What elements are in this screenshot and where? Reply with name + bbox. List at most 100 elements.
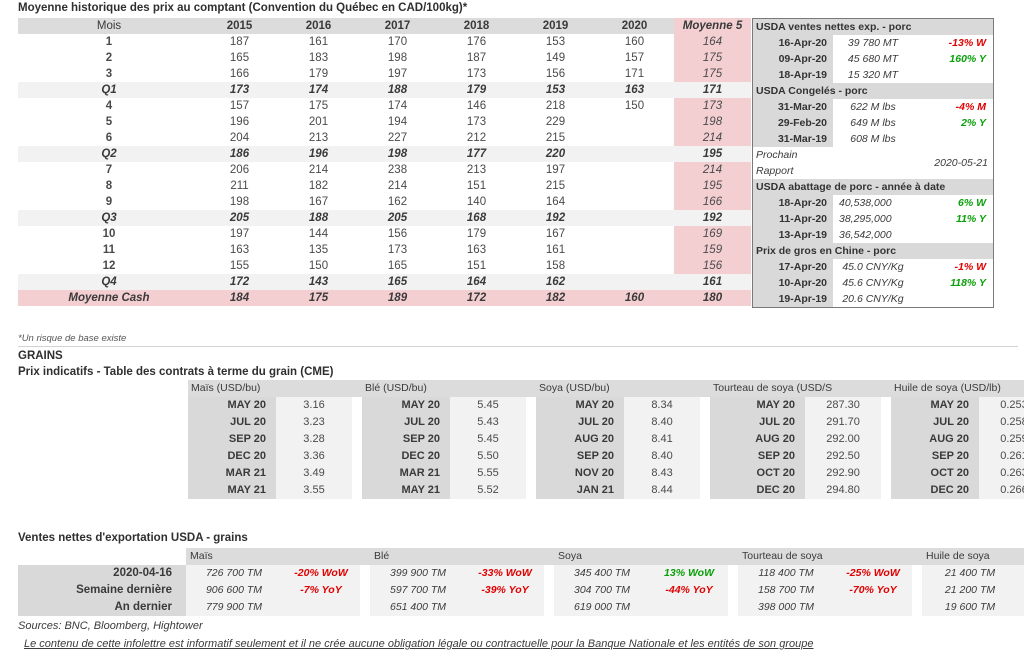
price-cell: 149 (545, 52, 566, 64)
price-cell: 168 (437, 210, 516, 226)
contract-price: 8.40 (624, 414, 701, 431)
contract-price: 5.45 (450, 431, 527, 448)
table-row: 11 163 135 173 163 161 159 (18, 242, 751, 258)
panel-row-date: 19-Apr-19 (753, 291, 833, 307)
spacer (360, 565, 371, 582)
panel-row: 09-Apr-20 45 680 MT 160% Y (753, 51, 993, 67)
export-change (650, 599, 729, 616)
grains-heading: GRAINS (18, 350, 63, 362)
contract-month: JUL 20 (891, 414, 980, 431)
contract-price: 8.34 (624, 397, 701, 414)
panel-row-value: 15 320 MT (847, 69, 899, 81)
price-cell: 196 (279, 146, 358, 162)
contract-price: 0.2599 (979, 431, 1024, 448)
export-change: 1% WoW (1018, 565, 1024, 582)
row-label: 1 (105, 36, 113, 48)
table-row: Moyenne Cash 184 175 189 172 182 160 180 (18, 290, 751, 306)
historic-spot-price-table: Mois 2015 2016 2017 2018 2019 2020 Moyenne 5 1 18… (18, 18, 751, 306)
spacer (912, 565, 923, 582)
panel-row-change: 2% Y (961, 117, 986, 129)
price-cell: 179 (437, 82, 516, 98)
spacer (352, 380, 362, 397)
spacer (352, 448, 362, 465)
row-label: Q1 (18, 82, 200, 98)
panel-row-change: 6% W (957, 197, 986, 209)
price-cell: 175 (308, 100, 329, 112)
price-cell: 189 (358, 290, 437, 306)
export-value: 345 400 TM (554, 565, 651, 582)
column-header: 2017 (358, 18, 437, 34)
contract-price: 292.00 (805, 431, 882, 448)
contract-month: MAR 21 (362, 465, 450, 482)
export-value: 619 000 TM (554, 599, 651, 616)
row-label: Q4 (18, 274, 200, 290)
panel-row-date: 31-Mar-20 (753, 99, 833, 115)
row-label: 9 (105, 196, 113, 208)
five-year-average-cell: 214 (674, 162, 751, 178)
contract-price: 5.50 (450, 448, 527, 465)
spacer (912, 599, 923, 616)
price-cell: 196 (229, 116, 250, 128)
panel-row-change (913, 67, 993, 83)
price-cell: 205 (200, 210, 279, 226)
spacer (700, 431, 711, 448)
price-cell: 198 (387, 52, 408, 64)
price-cell: 184 (200, 290, 279, 306)
export-value: 398 000 TM (738, 599, 835, 616)
sources-line: Sources: BNC, Bloomberg, Hightower (18, 620, 203, 632)
export-value: 399 900 TM (370, 565, 467, 582)
table-row: 5 196 201 194 173 229 198 (18, 114, 751, 130)
next-report-label: Prochain Rapport (753, 147, 833, 179)
price-cell (595, 274, 674, 290)
table-row: Q2 186 196 198 177 220 195 (18, 146, 751, 162)
contract-month: JUL 20 (710, 414, 806, 431)
contract-price: 0.2538 (979, 397, 1024, 414)
contract-month: OCT 20 (891, 465, 980, 482)
price-cell: 172 (200, 274, 279, 290)
contract-price: 292.50 (805, 448, 882, 465)
contract-month: MAY 20 (188, 397, 276, 414)
price-cell: 160 (595, 290, 674, 306)
contract-month: AUG 20 (536, 431, 625, 448)
panel-row-change: 118% Y (950, 277, 986, 289)
spacer (526, 380, 537, 397)
row-label: 10 (102, 228, 116, 240)
price-cell: 194 (387, 116, 408, 128)
contract-price: 8.43 (624, 465, 701, 482)
table-row: 10 197 144 156 179 167 169 (18, 226, 751, 242)
five-year-average-cell: 195 (674, 178, 751, 194)
contract-month: SEP 20 (891, 448, 980, 465)
contract-price: 8.44 (624, 482, 701, 499)
commodity-header: Soya (554, 548, 729, 565)
price-cell: 173 (387, 244, 408, 256)
futures-row: DEC 20 3.36 DEC 20 5.50 SEP 20 8.40 SEP 20 292.… (188, 448, 1024, 465)
price-cell: 164 (545, 196, 566, 208)
contract-price: 294.80 (805, 482, 882, 499)
spacer (912, 582, 923, 599)
futures-group-title: Huile de soya (USD/lb) (891, 380, 1024, 397)
export-change: -7% YoY (282, 582, 361, 599)
five-year-average-cell: 156 (674, 258, 751, 274)
panel-section-header: Prix de gros en Chine - porc (753, 243, 993, 259)
five-year-average-cell: 169 (674, 226, 751, 242)
export-change (282, 599, 361, 616)
column-header: 2020 (595, 18, 674, 34)
price-cell: 198 (229, 196, 250, 208)
price-cell: 156 (387, 228, 408, 240)
price-cell: 214 (308, 164, 329, 176)
contract-price: 5.45 (450, 397, 527, 414)
table-row: 7 206 214 238 213 197 214 (18, 162, 751, 178)
spacer (700, 397, 711, 414)
contract-price: 3.49 (276, 465, 352, 482)
export-value: 158 700 TM (738, 582, 835, 599)
price-cell (595, 130, 674, 146)
panel-row-date: 17-Apr-20 (753, 259, 833, 275)
price-cell: 157 (624, 52, 645, 64)
table-row: 2 165 183 198 187 149 157 175 (18, 50, 751, 66)
price-cell: 188 (358, 82, 437, 98)
spacer (526, 482, 537, 499)
contract-month: DEC 20 (710, 482, 806, 499)
panel-row: 10-Apr-20 45.6 CNY/Kg 118% Y (753, 275, 993, 291)
price-cell: 215 (545, 132, 566, 144)
export-value: 726 700 TM (186, 565, 282, 582)
